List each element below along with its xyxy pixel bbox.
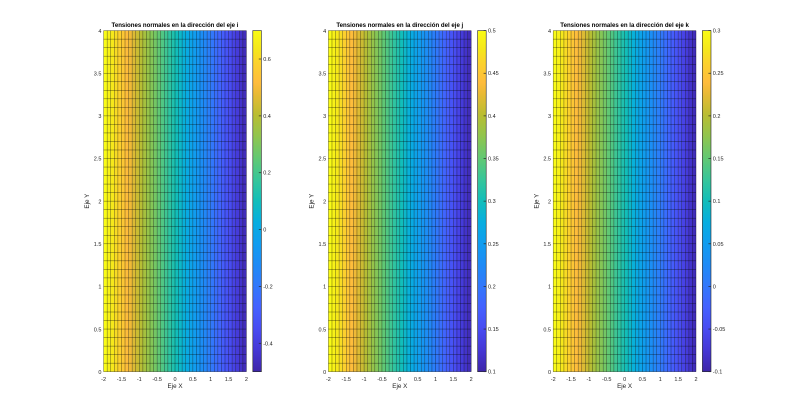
svg-text:0: 0 bbox=[173, 377, 176, 383]
svg-text:Eje Y: Eje Y bbox=[534, 193, 541, 209]
svg-text:2.5: 2.5 bbox=[319, 157, 327, 163]
svg-text:0: 0 bbox=[323, 370, 326, 376]
svg-text:0.2: 0.2 bbox=[713, 114, 721, 120]
svg-text:-1.5: -1.5 bbox=[566, 377, 575, 383]
svg-text:2.5: 2.5 bbox=[543, 157, 551, 163]
svg-text:-0.5: -0.5 bbox=[152, 377, 161, 383]
svg-text:0.2: 0.2 bbox=[263, 171, 271, 177]
svg-text:3: 3 bbox=[323, 114, 326, 120]
svg-text:1.5: 1.5 bbox=[94, 242, 102, 248]
svg-text:2: 2 bbox=[323, 199, 326, 205]
svg-text:-1.5: -1.5 bbox=[117, 377, 126, 383]
svg-text:4: 4 bbox=[548, 29, 551, 35]
svg-text:1: 1 bbox=[659, 377, 662, 383]
svg-text:0.15: 0.15 bbox=[488, 327, 499, 333]
svg-text:-1.5: -1.5 bbox=[342, 377, 351, 383]
svg-text:1: 1 bbox=[548, 285, 551, 291]
svg-text:1.5: 1.5 bbox=[450, 377, 458, 383]
svg-text:1: 1 bbox=[323, 285, 326, 291]
svg-text:-0.05: -0.05 bbox=[713, 327, 726, 333]
svg-text:2: 2 bbox=[694, 377, 697, 383]
svg-text:Eje Y: Eje Y bbox=[84, 193, 91, 209]
svg-text:-0.5: -0.5 bbox=[377, 377, 386, 383]
svg-text:0.15: 0.15 bbox=[713, 157, 724, 163]
svg-text:3: 3 bbox=[548, 114, 551, 120]
svg-text:0.4: 0.4 bbox=[488, 114, 496, 120]
svg-text:0.4: 0.4 bbox=[263, 114, 271, 120]
svg-text:0.05: 0.05 bbox=[713, 242, 724, 248]
svg-text:0: 0 bbox=[98, 370, 101, 376]
svg-text:Tensiones normales en la direc: Tensiones normales en la dirección del e… bbox=[560, 22, 689, 29]
svg-text:1.5: 1.5 bbox=[543, 242, 551, 248]
svg-text:3.5: 3.5 bbox=[94, 71, 102, 77]
svg-text:0: 0 bbox=[713, 284, 716, 290]
svg-text:1: 1 bbox=[209, 377, 212, 383]
svg-text:0.5: 0.5 bbox=[414, 377, 422, 383]
svg-text:2.5: 2.5 bbox=[94, 157, 102, 163]
svg-text:3: 3 bbox=[98, 114, 101, 120]
svg-text:-1: -1 bbox=[362, 377, 367, 383]
svg-text:Eje X: Eje X bbox=[617, 383, 633, 390]
svg-text:2: 2 bbox=[548, 199, 551, 205]
svg-text:0.3: 0.3 bbox=[488, 199, 496, 205]
svg-text:0.5: 0.5 bbox=[543, 327, 551, 333]
svg-text:0.6: 0.6 bbox=[263, 57, 271, 63]
svg-text:0: 0 bbox=[623, 377, 626, 383]
svg-text:0.5: 0.5 bbox=[639, 377, 647, 383]
svg-text:0.5: 0.5 bbox=[319, 327, 327, 333]
svg-text:Eje X: Eje X bbox=[392, 383, 408, 390]
svg-text:0.1: 0.1 bbox=[713, 199, 721, 205]
svg-text:0.3: 0.3 bbox=[713, 29, 721, 35]
svg-text:2: 2 bbox=[245, 377, 248, 383]
svg-text:0.5: 0.5 bbox=[488, 29, 496, 35]
svg-text:0.45: 0.45 bbox=[488, 71, 499, 77]
svg-text:0.25: 0.25 bbox=[488, 242, 499, 248]
svg-text:0.25: 0.25 bbox=[713, 71, 724, 77]
svg-text:-2: -2 bbox=[551, 377, 556, 383]
svg-text:3.5: 3.5 bbox=[319, 71, 327, 77]
svg-text:-0.4: -0.4 bbox=[263, 341, 272, 347]
svg-text:1: 1 bbox=[434, 377, 437, 383]
svg-text:-1: -1 bbox=[137, 377, 142, 383]
svg-text:0.2: 0.2 bbox=[488, 284, 496, 290]
svg-text:Eje Y: Eje Y bbox=[309, 193, 316, 209]
svg-text:0: 0 bbox=[548, 370, 551, 376]
svg-text:-0.1: -0.1 bbox=[713, 370, 722, 376]
svg-text:0.5: 0.5 bbox=[94, 327, 102, 333]
svg-text:Tensiones normales en la direc: Tensiones normales en la dirección del e… bbox=[336, 22, 463, 29]
svg-text:1.5: 1.5 bbox=[225, 377, 233, 383]
svg-text:3.5: 3.5 bbox=[543, 71, 551, 77]
svg-text:1: 1 bbox=[98, 285, 101, 291]
svg-text:-0.5: -0.5 bbox=[602, 377, 611, 383]
svg-text:1.5: 1.5 bbox=[674, 377, 682, 383]
svg-text:-1: -1 bbox=[586, 377, 591, 383]
svg-text:-0.2: -0.2 bbox=[263, 284, 272, 290]
svg-text:-2: -2 bbox=[326, 377, 331, 383]
svg-text:0: 0 bbox=[263, 228, 266, 234]
svg-text:Tensiones normales en la direc: Tensiones normales en la dirección del e… bbox=[112, 22, 239, 29]
svg-text:0: 0 bbox=[398, 377, 401, 383]
svg-text:4: 4 bbox=[98, 29, 101, 35]
svg-text:4: 4 bbox=[323, 29, 326, 35]
svg-text:1.5: 1.5 bbox=[319, 242, 327, 248]
svg-text:2: 2 bbox=[98, 199, 101, 205]
svg-text:Eje X: Eje X bbox=[167, 383, 183, 390]
svg-text:2: 2 bbox=[470, 377, 473, 383]
svg-text:0.1: 0.1 bbox=[488, 370, 496, 376]
svg-text:-2: -2 bbox=[101, 377, 106, 383]
svg-text:0.5: 0.5 bbox=[189, 377, 197, 383]
svg-text:0.35: 0.35 bbox=[488, 157, 499, 163]
